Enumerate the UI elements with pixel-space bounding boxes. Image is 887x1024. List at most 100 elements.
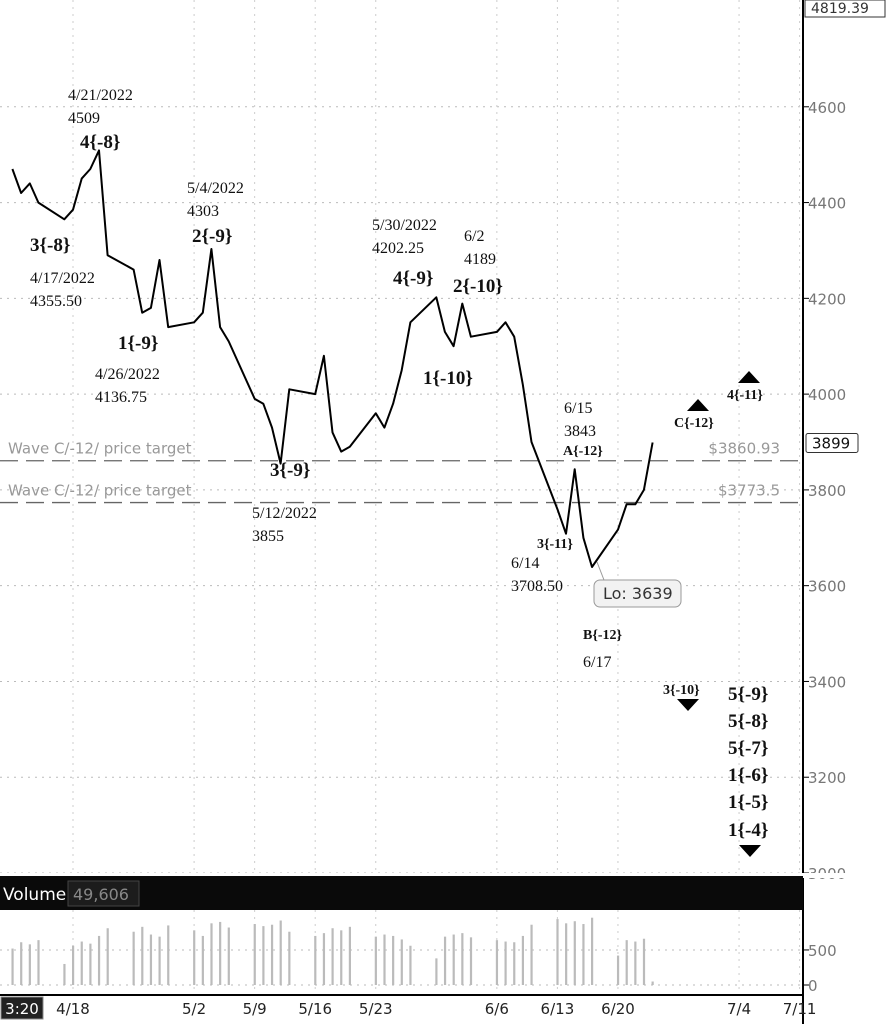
x-tick-label: 5/2	[182, 1000, 206, 1018]
y-tick-label: 4200	[808, 290, 846, 308]
volume-bar	[634, 941, 637, 985]
volume-bar	[37, 940, 40, 985]
volume-bar	[435, 958, 438, 985]
volume-tick-label: 500	[808, 942, 837, 960]
x-tick-label: 6/13	[541, 1000, 575, 1018]
annotation: 1{-5}	[728, 792, 768, 813]
volume-bar	[106, 928, 109, 985]
volume-bar	[288, 931, 291, 985]
volume-bar	[331, 928, 334, 985]
volume-tick-label: 0	[808, 977, 818, 995]
volume-bar	[513, 942, 516, 985]
x-tick-label: 6/20	[601, 1000, 635, 1018]
annotation: 4303	[187, 203, 219, 220]
volume-bar	[63, 963, 66, 985]
x-tick-label: 4/18	[56, 1000, 90, 1018]
annotation: 1{-6}	[728, 765, 768, 786]
down-arrow	[677, 699, 699, 711]
volume-bar	[521, 935, 524, 985]
volume-bar	[219, 921, 222, 985]
annotation: 3{-8}	[30, 235, 70, 256]
volume-bar	[322, 933, 326, 985]
volume-bar	[443, 936, 447, 985]
leader-line	[596, 561, 605, 581]
volume-bar	[201, 935, 204, 985]
lo-label: Lo: 3639	[603, 584, 673, 603]
annotation: 4355.50	[30, 293, 82, 310]
annotation: 4/17/2022	[30, 270, 95, 287]
target-value: $3773.5	[718, 482, 780, 500]
volume-bar	[392, 935, 395, 985]
volume-bar	[279, 920, 282, 985]
y-tick-label: 3200	[808, 769, 846, 787]
annotation: 3855	[252, 528, 284, 545]
volume-bar	[210, 923, 213, 985]
volume-bar	[262, 926, 265, 985]
price-line	[11, 149, 654, 568]
volume-bar	[28, 944, 31, 985]
x-tick-label: 5/9	[243, 1000, 267, 1018]
volume-bar	[20, 942, 23, 985]
up-arrow	[687, 399, 709, 411]
volume-bar	[400, 939, 403, 985]
annotation: 6/15	[564, 400, 592, 417]
annotation: A{-12}	[563, 444, 603, 459]
volume-bar	[149, 934, 153, 985]
volume-bar	[556, 919, 559, 985]
volume-bar	[97, 935, 101, 985]
annotation: 1{-10}	[423, 368, 473, 389]
annotation: 5/4/2022	[187, 180, 244, 197]
annotation: 4{-9}	[393, 268, 433, 289]
annotation: B{-12}	[583, 628, 623, 643]
volume-bar	[530, 924, 533, 985]
grid: 300032003400360038004000420044004600	[0, 0, 846, 995]
volume-bar	[651, 981, 654, 985]
max-price-box	[804, 0, 886, 18]
volume-panel: 0 500	[0, 917, 837, 995]
volume-box	[67, 880, 140, 907]
volume-bar	[383, 934, 386, 985]
volume-bar	[625, 940, 628, 985]
annotations: 4/21/2022 4509 4{-8} 3{-8} 4/17/2022 4355.50 5…	[30, 87, 768, 857]
annotation: C{-12}	[674, 416, 714, 431]
lo-bubble	[593, 579, 682, 608]
volume-bar	[11, 948, 14, 985]
x-tick-label: 6/6	[485, 1000, 509, 1018]
x-tick-label: 7/4	[727, 1000, 751, 1018]
volume-bar	[141, 926, 144, 985]
volume-bar	[591, 917, 594, 985]
volume-bar	[504, 941, 507, 985]
volume-bar	[348, 926, 351, 985]
annotation: 5{-7}	[728, 738, 768, 759]
annotation: 4509	[68, 110, 100, 127]
volume-bar	[582, 924, 585, 985]
volume-bar	[409, 945, 412, 985]
annotation: 4/21/2022	[68, 87, 133, 104]
annotation: 3843	[564, 423, 596, 440]
y-tick-label: 3800	[808, 482, 846, 500]
y-tick-label: 4400	[808, 195, 846, 213]
volume-bar	[461, 933, 464, 985]
annotation: 3{-9}	[270, 460, 310, 481]
volume-bar	[340, 930, 343, 985]
time-label: 3:20	[5, 1000, 39, 1018]
y-tick-label: 4000	[808, 386, 846, 404]
annotation: 3708.50	[511, 578, 563, 595]
volume-bar	[89, 943, 92, 985]
up-arrow	[738, 371, 760, 383]
volume-bar	[158, 936, 161, 985]
last-price-box	[805, 432, 859, 453]
time-box	[0, 996, 44, 1020]
annotation: 5/12/2022	[252, 505, 317, 522]
volume-bar	[227, 927, 230, 985]
down-arrow	[739, 845, 761, 857]
volume-bar	[642, 938, 646, 985]
annotation: 5{-8}	[728, 711, 768, 732]
x-tick-label: 5/16	[298, 1000, 332, 1018]
annotation: 4{-8}	[80, 132, 120, 153]
x-tick-label: 7/11	[783, 1000, 817, 1018]
plot: Wave C/-12/ price target $3860.93 Wave C/-…	[0, 149, 859, 568]
annotation: 6/2	[464, 228, 484, 245]
